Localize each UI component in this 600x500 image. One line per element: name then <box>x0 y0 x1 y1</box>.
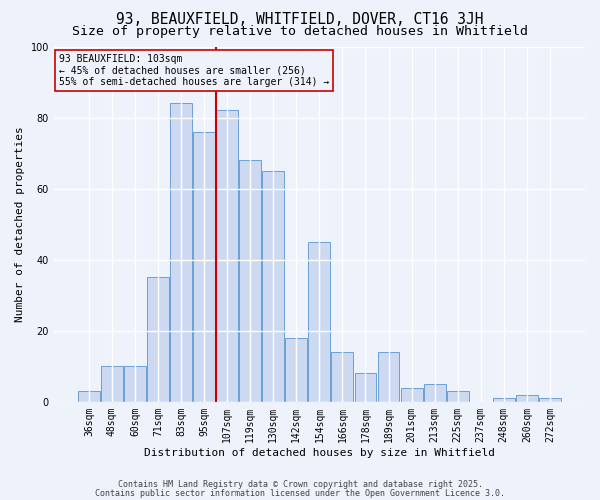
Bar <box>331 352 353 402</box>
Bar <box>239 160 261 402</box>
Bar <box>124 366 146 402</box>
Text: 93, BEAUXFIELD, WHITFIELD, DOVER, CT16 3JH: 93, BEAUXFIELD, WHITFIELD, DOVER, CT16 3… <box>116 12 484 28</box>
Bar <box>377 352 400 402</box>
Bar <box>493 398 515 402</box>
Bar <box>216 110 238 402</box>
Bar <box>424 384 446 402</box>
Bar <box>101 366 123 402</box>
Text: 93 BEAUXFIELD: 103sqm
← 45% of detached houses are smaller (256)
55% of semi-det: 93 BEAUXFIELD: 103sqm ← 45% of detached … <box>59 54 329 87</box>
Bar <box>447 391 469 402</box>
Text: Contains public sector information licensed under the Open Government Licence 3.: Contains public sector information licen… <box>95 488 505 498</box>
Bar <box>286 338 307 402</box>
Y-axis label: Number of detached properties: Number of detached properties <box>15 126 25 322</box>
Text: Size of property relative to detached houses in Whitfield: Size of property relative to detached ho… <box>72 25 528 38</box>
Bar <box>262 171 284 402</box>
Bar <box>78 391 100 402</box>
Bar <box>147 278 169 402</box>
Bar <box>308 242 331 402</box>
Bar <box>516 394 538 402</box>
Bar <box>170 104 192 402</box>
X-axis label: Distribution of detached houses by size in Whitfield: Distribution of detached houses by size … <box>144 448 495 458</box>
Text: Contains HM Land Registry data © Crown copyright and database right 2025.: Contains HM Land Registry data © Crown c… <box>118 480 482 489</box>
Bar <box>355 374 376 402</box>
Bar <box>401 388 422 402</box>
Bar <box>193 132 215 402</box>
Bar <box>539 398 561 402</box>
